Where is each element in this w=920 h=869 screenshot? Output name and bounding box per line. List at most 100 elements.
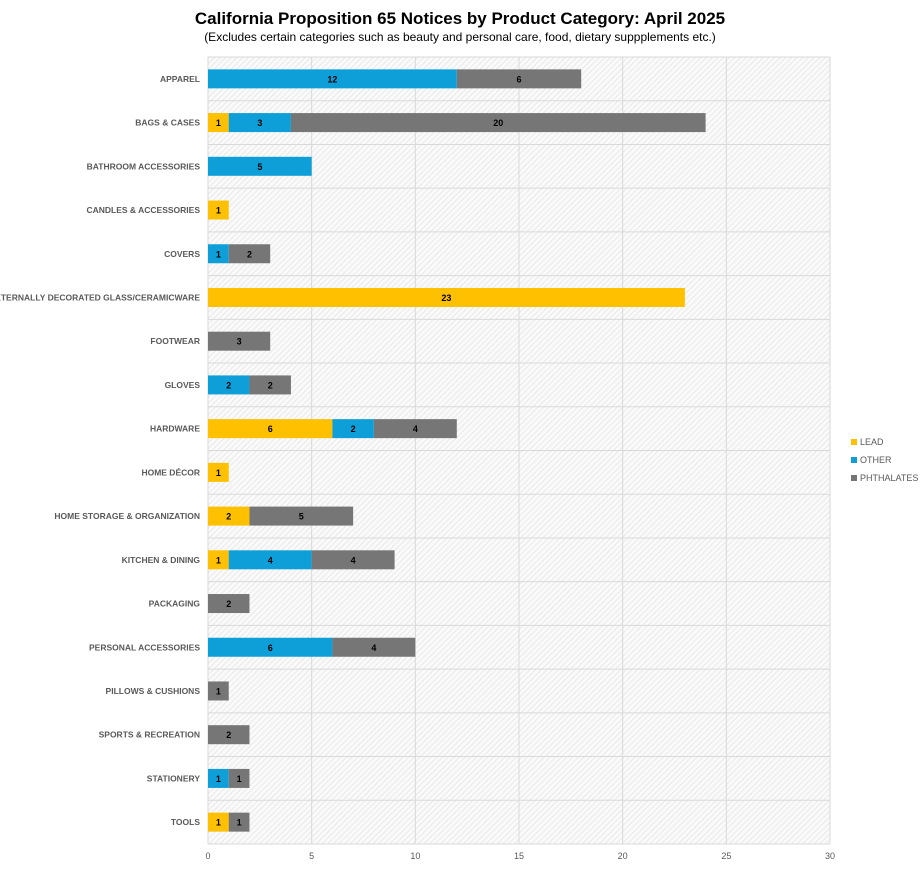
- data-label: 1: [216, 206, 221, 216]
- data-label: 1: [216, 555, 221, 565]
- category-label: PILLOWS & CUSHIONS: [106, 686, 201, 696]
- data-label: 1: [216, 774, 221, 784]
- legend-item: LEAD: [851, 433, 918, 451]
- bar-phthalates: [311, 550, 395, 570]
- data-label: 4: [413, 424, 418, 434]
- bar-phthalates: [208, 594, 250, 614]
- x-tick-label: 15: [514, 851, 524, 861]
- x-tick-label: 10: [410, 851, 420, 861]
- category-label: GLOVES: [165, 380, 201, 390]
- bar-other: [208, 375, 250, 395]
- data-label: 23: [441, 293, 451, 303]
- data-label: 12: [327, 74, 337, 84]
- legend-label: LEAD: [860, 437, 884, 447]
- data-label: 20: [493, 118, 503, 128]
- data-label: 6: [516, 74, 521, 84]
- data-label: 1: [237, 774, 242, 784]
- bar-phthalates: [208, 725, 250, 745]
- legend: LEAD OTHER PHTHALATES: [851, 433, 918, 487]
- category-label: COVERS: [164, 249, 200, 259]
- bar-other: [228, 550, 312, 570]
- bar-phthalates: [290, 113, 706, 133]
- bar-phthalates: [373, 419, 457, 439]
- bar-phthalates: [332, 637, 416, 657]
- data-label: 3: [237, 337, 242, 347]
- data-label: 6: [268, 643, 273, 653]
- bar-lead: [208, 419, 333, 439]
- bar-phthalates: [208, 331, 271, 351]
- bar-other: [228, 113, 291, 133]
- bar-phthalates: [456, 69, 582, 89]
- x-tick-label: 25: [721, 851, 731, 861]
- category-label: PACKAGING: [149, 599, 201, 609]
- data-label: 5: [257, 162, 262, 172]
- data-label: 2: [226, 730, 231, 740]
- category-label: HOME DÉCOR: [141, 467, 200, 477]
- legend-item: OTHER: [851, 451, 918, 469]
- category-label: FOOTWEAR: [150, 336, 200, 346]
- data-label: 1: [216, 686, 221, 696]
- data-label: 6: [268, 424, 273, 434]
- bar-phthalates: [228, 812, 250, 832]
- category-label: KITCHEN & DINING: [122, 555, 201, 565]
- chart-subtitle: (Excludes certain categories such as bea…: [204, 30, 716, 44]
- data-label: 1: [237, 818, 242, 828]
- bar-other: [208, 69, 457, 89]
- bar-phthalates: [249, 375, 291, 395]
- category-label: EXTERNALLY DECORATED GLASS/CERAMICWARE: [0, 292, 200, 302]
- bar-other: [208, 156, 312, 176]
- category-label: STATIONERY: [147, 773, 201, 783]
- bar-lead: [208, 550, 229, 570]
- category-label: SPORTS & RECREATION: [99, 730, 200, 740]
- bar-lead: [208, 812, 229, 832]
- bar-other: [208, 244, 229, 264]
- bar-lead: [208, 113, 229, 133]
- data-label: 2: [226, 512, 231, 522]
- data-label: 1: [216, 249, 221, 259]
- bar-other: [208, 768, 229, 788]
- bar-phthalates: [208, 681, 229, 701]
- data-label: 4: [268, 555, 273, 565]
- data-label: 2: [226, 380, 231, 390]
- x-tick-label: 0: [205, 851, 210, 861]
- data-label: 4: [371, 643, 376, 653]
- bar-lead: [208, 462, 229, 482]
- data-label: 1: [216, 468, 221, 478]
- bar-phthalates: [228, 768, 250, 788]
- data-label: 3: [257, 118, 262, 128]
- bar-lead: [208, 200, 229, 220]
- legend-swatch: [851, 457, 857, 463]
- category-label: HOME STORAGE & ORGANIZATION: [54, 511, 200, 521]
- data-label: 1: [216, 118, 221, 128]
- category-label: HARDWARE: [150, 424, 200, 434]
- x-tick-label: 20: [618, 851, 628, 861]
- legend-item: PHTHALATES: [851, 469, 918, 487]
- bar-phthalates: [249, 506, 354, 526]
- category-label: BAGS & CASES: [135, 118, 200, 128]
- data-label: 4: [351, 555, 356, 565]
- x-tick-label: 5: [309, 851, 314, 861]
- legend-label: OTHER: [860, 455, 892, 465]
- legend-swatch: [851, 475, 857, 481]
- category-label: CANDLES & ACCESSORIES: [86, 205, 200, 215]
- data-label: 2: [226, 599, 231, 609]
- bar-other: [208, 637, 333, 657]
- category-label: APPAREL: [160, 74, 200, 84]
- bar-lead: [208, 506, 250, 526]
- bar-other: [332, 419, 374, 439]
- category-label: BATHROOM ACCESSORIES: [87, 161, 201, 171]
- category-label: PERSONAL ACCESSORIES: [89, 642, 200, 652]
- chart-title: California Proposition 65 Notices by Pro…: [194, 9, 726, 28]
- bar-phthalates: [228, 244, 271, 264]
- bar-lead: [208, 287, 685, 307]
- data-label: 2: [351, 424, 356, 434]
- category-label: TOOLS: [171, 817, 200, 827]
- data-label: 1: [216, 818, 221, 828]
- legend-swatch: [851, 439, 857, 445]
- legend-label: PHTHALATES: [860, 473, 919, 483]
- x-tick-label: 30: [825, 851, 835, 861]
- data-label: 5: [299, 512, 304, 522]
- data-label: 2: [268, 380, 273, 390]
- data-label: 2: [247, 249, 252, 259]
